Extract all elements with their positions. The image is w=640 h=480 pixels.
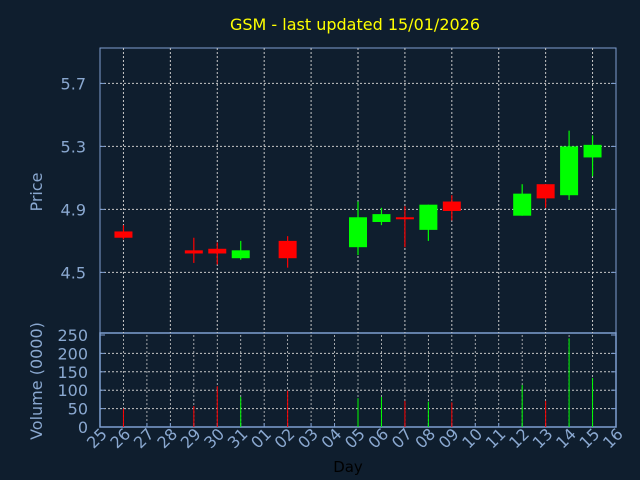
volume-tick-label: 200 [57, 344, 88, 363]
candle-body [114, 231, 133, 238]
volume-tick-label: 50 [68, 400, 88, 419]
price-tick-label: 4.9 [61, 200, 86, 219]
chart-title: GSM - last updated 15/01/2026 [230, 15, 480, 34]
candle-body [536, 184, 555, 199]
price-tick-label: 4.5 [61, 263, 86, 282]
price-axis-label: Price [27, 172, 46, 211]
candle-body [349, 217, 367, 248]
candle-body [208, 248, 227, 254]
candle-body [231, 250, 250, 259]
candle-body [395, 217, 414, 220]
candle-body [560, 146, 579, 196]
candle-body [372, 214, 391, 222]
volume-tick-label: 0 [78, 418, 88, 437]
volume-tick-label: 250 [57, 326, 88, 345]
x-tick-label: 16 [599, 424, 627, 452]
candle-body [419, 204, 438, 230]
volume-tick-label: 150 [57, 363, 88, 382]
candle-body [513, 193, 532, 216]
candle-body [278, 240, 297, 259]
volume-tick-label: 100 [57, 381, 88, 400]
candle-body [442, 201, 461, 211]
candle-body [583, 144, 602, 158]
volume-axis-label: Volume (0000) [27, 322, 46, 440]
candle-body [184, 250, 203, 254]
price-tick-label: 5.7 [61, 74, 86, 93]
price-tick-label: 5.3 [61, 137, 86, 156]
day-axis-label: Day [333, 458, 363, 476]
